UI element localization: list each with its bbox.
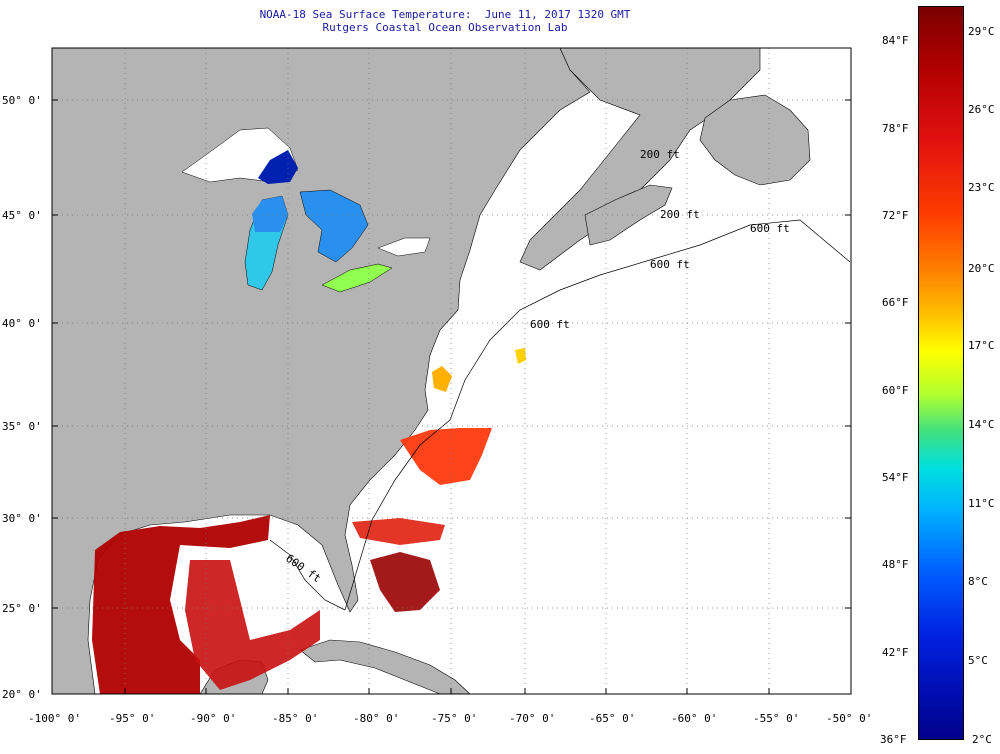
temperature-colorbar	[918, 6, 964, 740]
lon-label: -95° 0'	[109, 712, 155, 725]
isobath-label: 600 ft	[650, 258, 690, 271]
midatlantic-sst	[432, 366, 452, 392]
colorbar-f-label: 72°F	[882, 209, 909, 222]
colorbar-f-label: 66°F	[882, 296, 909, 309]
colorbar-c-label: 29°C	[968, 25, 995, 38]
gulf-sst	[92, 515, 270, 694]
lake-michigan-north	[252, 196, 288, 232]
colorbar-f-label: 54°F	[882, 471, 909, 484]
axis-ticks	[52, 99, 851, 694]
colorbar-f-label: 84°F	[882, 34, 909, 47]
isobath-label: 600 ft	[530, 318, 570, 331]
colorbar-c-label: 14°C	[968, 418, 995, 431]
lat-label: 50° 0'	[2, 94, 42, 107]
lon-label: -70° 0'	[509, 712, 555, 725]
colorbar-c-label: 11°C	[968, 497, 995, 510]
colorbar-f-label: 78°F	[882, 122, 909, 135]
title-line-1: NOAA-18 Sea Surface Temperature: June 11…	[259, 8, 631, 21]
newfoundland-land	[699, 94, 811, 186]
lat-label: 45° 0'	[2, 209, 42, 222]
colorbar-f-label: 36°F	[880, 733, 907, 746]
colorbar-c-label: 20°C	[968, 262, 995, 275]
map-title: NOAA-18 Sea Surface Temperature: June 11…	[0, 8, 890, 34]
lake-ontario	[377, 237, 431, 257]
colorbar-c-label: 26°C	[968, 103, 995, 116]
lon-label: -65° 0'	[589, 712, 635, 725]
lon-label: -80° 0'	[353, 712, 399, 725]
colorbar-f-label: 42°F	[882, 646, 909, 659]
colorbar-c-label: 2°C	[972, 733, 992, 746]
colorbar-f-label: 48°F	[882, 558, 909, 571]
nova-scotia-land	[584, 184, 673, 246]
shelf-sst	[515, 348, 526, 364]
lake-erie	[321, 263, 393, 293]
colorbar-c-label: 23°C	[968, 181, 995, 194]
colorbar-c-label: 5°C	[968, 654, 988, 667]
lon-label: -85° 0'	[272, 712, 318, 725]
lon-label: -100° 0'	[28, 712, 81, 725]
title-line-2: Rutgers Coastal Ocean Observation Lab	[322, 21, 568, 34]
lat-label: 20° 0'	[2, 688, 42, 701]
lon-label: -90° 0'	[190, 712, 236, 725]
lon-label: -75° 0'	[431, 712, 477, 725]
isobath-line	[344, 219, 851, 611]
lat-label: 30° 0'	[2, 512, 42, 525]
isobath-label: 200 ft	[640, 148, 680, 161]
isobath-label: 200 ft	[660, 208, 700, 221]
colorbar-c-label: 17°C	[968, 339, 995, 352]
lat-label: 40° 0'	[2, 317, 42, 330]
isobath-line-gulf	[269, 539, 346, 611]
lon-label: -50° 0'	[826, 712, 872, 725]
lat-label: 25° 0'	[2, 602, 42, 615]
lat-label: 35° 0'	[2, 420, 42, 433]
florida-east-sst	[352, 518, 445, 545]
isobath-label: 600 ft	[750, 222, 790, 235]
lake-huron	[299, 189, 369, 263]
gulf-sst-east	[185, 560, 320, 690]
bahamas-sst	[370, 552, 440, 612]
graticule	[52, 48, 851, 694]
lon-label: -55° 0'	[753, 712, 799, 725]
colorbar-f-label: 60°F	[882, 384, 909, 397]
colorbar-c-label: 8°C	[968, 575, 988, 588]
lon-label: -60° 0'	[671, 712, 717, 725]
